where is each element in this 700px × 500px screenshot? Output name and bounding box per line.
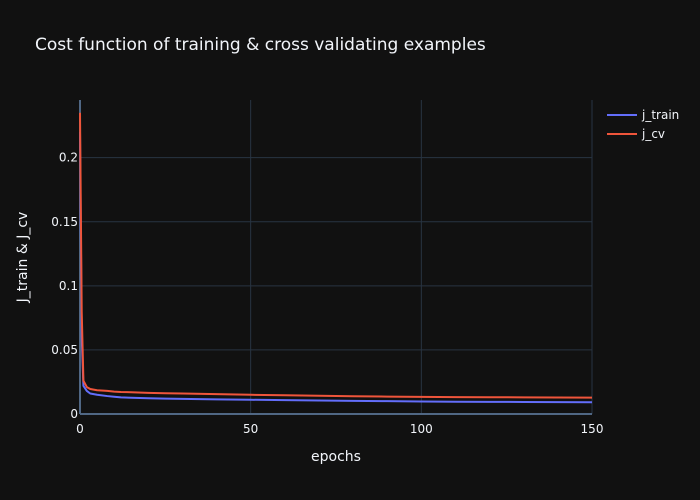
x-tick-label: 0 bbox=[76, 422, 84, 436]
chart-title: Cost function of training & cross valida… bbox=[35, 35, 486, 55]
y-axis-label: J_train & J_cv bbox=[15, 212, 31, 304]
legend-item-j_cv[interactable]: j_cv bbox=[607, 127, 665, 141]
legend-item-j_train[interactable]: j_train bbox=[607, 108, 679, 122]
y-tick-label: 0 bbox=[70, 407, 78, 421]
series-line-j_train bbox=[79, 132, 593, 404]
y-tick-label: 0.15 bbox=[51, 215, 78, 229]
legend[interactable]: j_train j_cv bbox=[607, 108, 679, 141]
legend-label: j_train bbox=[641, 108, 679, 122]
x-tick-label: 100 bbox=[410, 422, 433, 436]
legend-label: j_cv bbox=[641, 127, 665, 141]
y-tick-label: 0.05 bbox=[51, 343, 78, 357]
series-layer bbox=[79, 112, 593, 404]
y-tick-label: 0.1 bbox=[59, 279, 78, 293]
x-tick-label: 150 bbox=[581, 422, 604, 436]
grid-lines bbox=[80, 100, 593, 414]
x-tick-label: 50 bbox=[243, 422, 258, 436]
tick-labels: 0 0.05 0.1 0.15 0.2 0 50 100 150 bbox=[51, 151, 603, 436]
series-line-j_cv bbox=[79, 112, 593, 399]
x-axis-label: epochs bbox=[311, 449, 361, 465]
y-tick-label: 0.2 bbox=[59, 151, 78, 165]
